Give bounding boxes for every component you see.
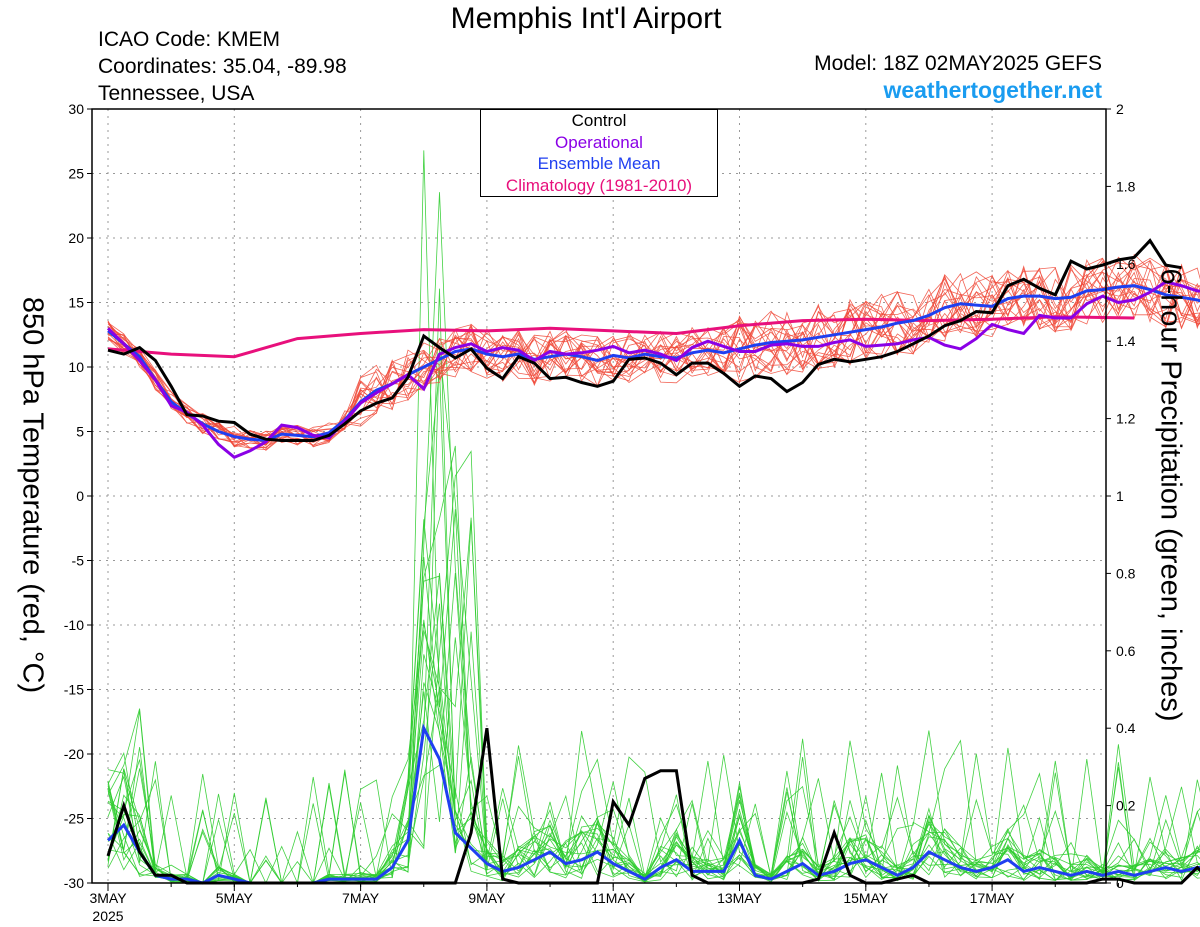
x-tick-label: 13MAY [717,890,763,906]
y2-tick-label: 0.2 [1116,798,1136,814]
gridlines [92,109,1106,883]
y2-tick-label: 0.4 [1116,720,1136,736]
y-tick-label: -5 [72,553,85,569]
y-tick-label: 25 [68,166,84,182]
precip-member-line [107,572,1200,884]
y-tick-label: -25 [64,811,84,827]
icao-code: ICAO Code: KMEM [98,28,281,51]
site-link[interactable]: weathertogether.net [883,77,1102,103]
ensemble-mean-temp-line [107,284,1200,443]
climatology-line [107,315,1135,359]
legend-operational: Operational [555,132,643,152]
x-tick-label: 15MAY [843,890,889,906]
precip-member-line [107,603,1200,884]
x-year-label: 2025 [92,908,123,924]
y2-tick-label: 1.8 [1116,178,1136,194]
operational-temp-line [106,280,1200,460]
temp-member-line [107,253,1200,446]
page-title: Memphis Int'l Airport [450,2,722,35]
x-tick-label: 17MAY [970,890,1016,906]
y-tick-label: 5 [76,424,84,440]
precip-member-line [107,288,1200,884]
y-tick-label: 0 [76,488,84,504]
y-axis-label-right: 6-hour Precipitation (green, inches) [1154,268,1187,722]
precip-member-line [107,630,1200,884]
temp-member-line [107,257,1200,441]
y-tick-label: -15 [64,682,84,698]
precip-member-line [107,347,1200,884]
precip-member-line [107,557,1200,884]
y-tick-label: 20 [68,230,84,246]
y2-tick-label: 2 [1116,101,1124,117]
y2-tick-label: 1.4 [1116,333,1136,349]
y2-tick-label: 1.2 [1116,411,1136,427]
y-axis-label-left: 850 hPa Temperature (red, °C) [16,296,49,694]
precip-member-line [107,369,1200,884]
x-tick-label: 9MAY [468,890,506,906]
region: Tennessee, USA [98,82,255,105]
y2-tick-label: 0.8 [1116,565,1136,581]
axes: 302520151050-5-10-15-20-25-3021.81.61.41… [64,101,1136,924]
precip-member-line [107,637,1200,884]
precip-member-line [107,631,1200,884]
y2-tick-label: 0.6 [1116,643,1136,659]
main-series [106,238,1200,885]
y2-tick-label: 1 [1116,488,1124,504]
x-tick-label: 11MAY [591,890,635,906]
model-run: Model: 18Z 02MAY2025 GEFS [814,52,1102,75]
precip-member-line [107,575,1200,884]
y2-tick-label: 1.6 [1116,256,1136,272]
precip-member-line [107,445,1200,884]
x-tick-label: 3MAY [89,890,127,906]
coordinates: Coordinates: 35.04, -89.98 [98,55,347,78]
chart-legend: Control Operational Ensemble Mean Climat… [480,109,718,197]
y-tick-label: 10 [68,359,84,375]
y2-tick-label: 0 [1116,875,1124,891]
temp-member-line [107,262,1200,447]
legend-control: Control [571,111,627,130]
legend-ensemble-mean: Ensemble Mean [537,154,661,173]
legend-climatology: Climatology (1981-2010) [505,175,693,195]
y-tick-label: 30 [68,101,84,117]
y-tick-label: 15 [68,295,84,311]
x-tick-label: 7MAY [342,890,380,906]
y-tick-label: -30 [64,875,84,891]
y-tick-label: -20 [64,746,84,762]
x-tick-label: 5MAY [216,890,254,906]
y-tick-label: -10 [64,617,84,633]
control-temp-line [107,238,1182,442]
